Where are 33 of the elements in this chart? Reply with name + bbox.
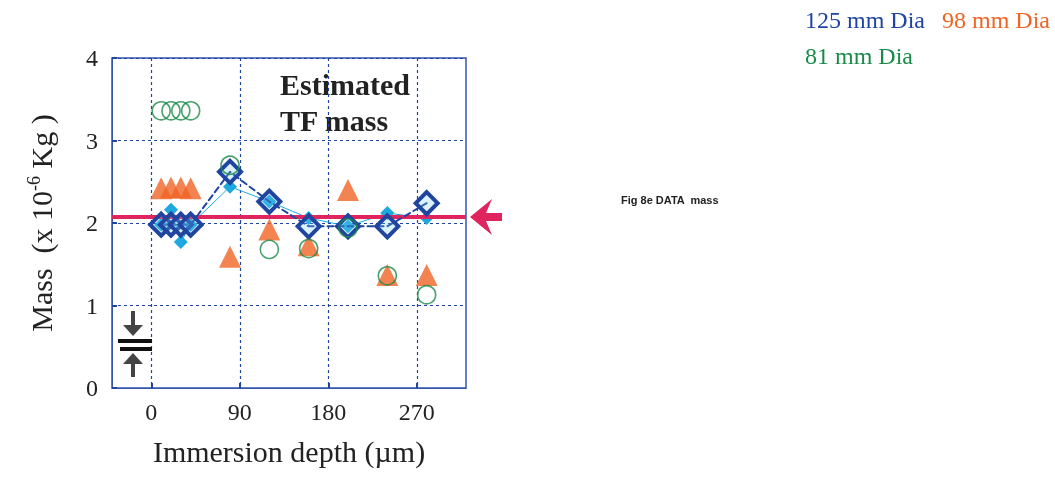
point: [259, 239, 280, 260]
point: [415, 263, 438, 286]
point: [179, 177, 202, 200]
x-axis-title: Immersion depth (µm): [152, 434, 426, 469]
y-tick-label: 4: [86, 45, 98, 71]
y-tick-label: 0: [86, 375, 98, 401]
point: [295, 213, 322, 240]
x-tick-label: 180: [310, 399, 347, 425]
point: [161, 101, 181, 121]
y-tick-label: 3: [86, 127, 98, 154]
point: [413, 190, 440, 217]
point: [258, 218, 281, 241]
point: [337, 179, 359, 201]
annotation: Estimated TF mass: [280, 67, 418, 137]
text: 81 mm Dia: [805, 43, 914, 69]
point: [173, 234, 188, 249]
x-tick-label: 90: [227, 399, 252, 425]
point: [416, 284, 437, 305]
point: [151, 101, 171, 121]
y-tick-label: 2: [86, 210, 98, 236]
x-tick-label: 0: [145, 399, 158, 425]
point: [177, 211, 204, 238]
text: 125 mm Dia: [805, 7, 926, 33]
point: [374, 213, 401, 240]
point: [180, 101, 201, 121]
x-tick-label: 270: [398, 399, 435, 425]
y-axis-title: Mass (x 10-6 Kg ): [24, 114, 59, 332]
y-tick-label: 1: [86, 292, 98, 319]
point: [256, 188, 283, 215]
caption: Fig 8e DATA mass: [621, 193, 719, 206]
point: [171, 101, 191, 121]
text: 98 mm Dia: [942, 7, 1051, 33]
point: [219, 245, 241, 268]
